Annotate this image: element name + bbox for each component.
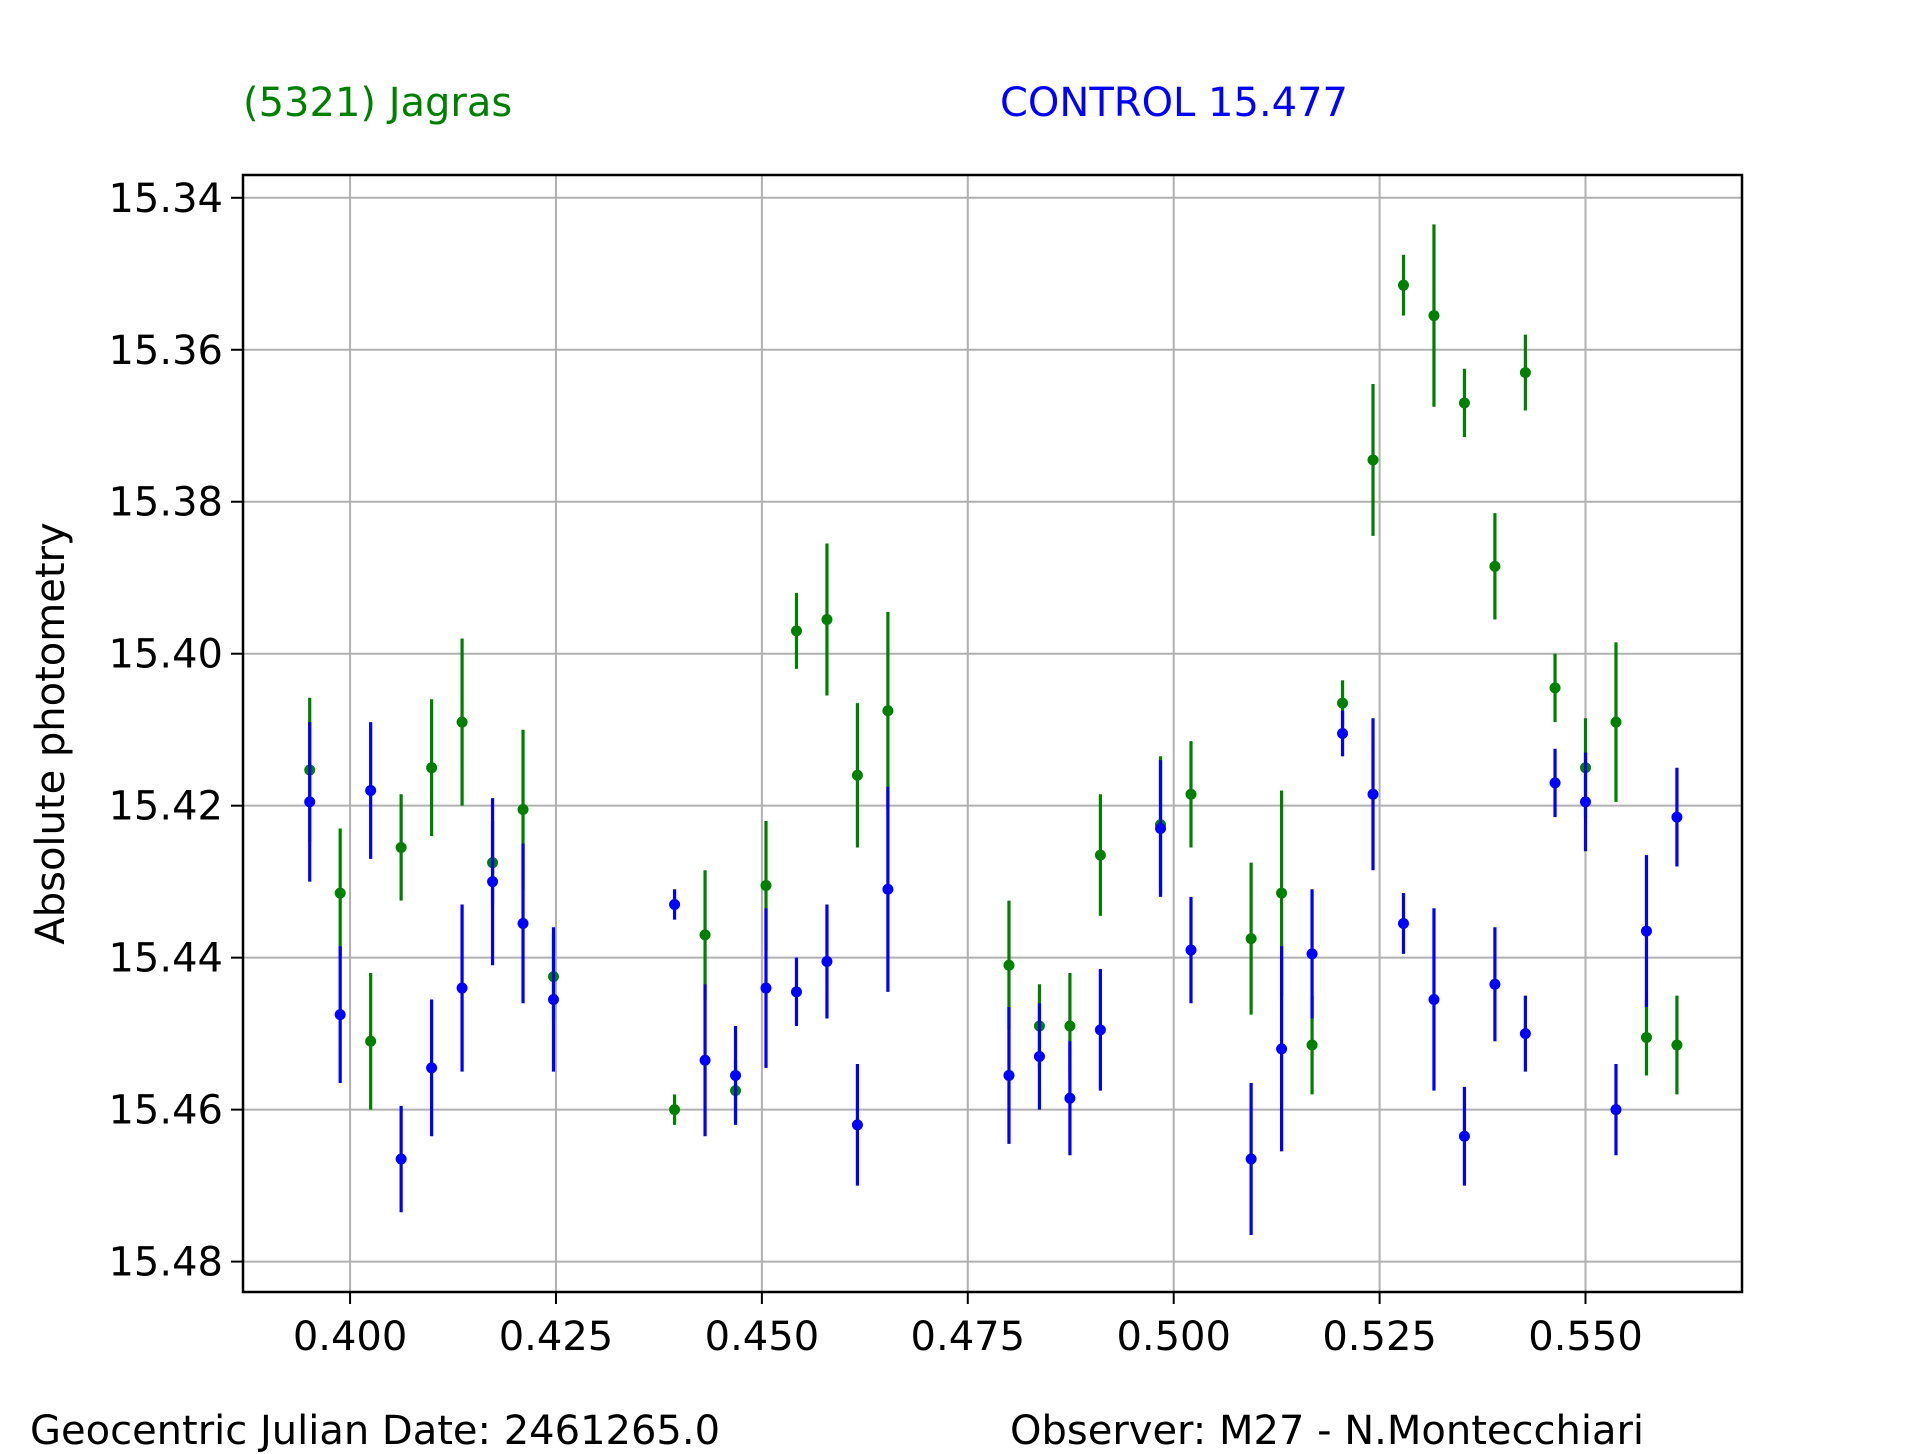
data-point: [1640, 925, 1652, 937]
legend-series-2: CONTROL 15.477: [1000, 80, 1349, 126]
data-point: [1580, 796, 1592, 808]
data-point: [790, 625, 802, 637]
data-point: [1003, 1069, 1015, 1081]
data-point: [851, 1119, 863, 1131]
y-tick-label: 15.46: [108, 1088, 223, 1134]
data-point: [1519, 1028, 1531, 1040]
data-point: [456, 716, 468, 728]
x-tick-label: 0.450: [705, 1314, 820, 1360]
y-tick-label: 15.40: [108, 632, 223, 678]
data-point: [1428, 310, 1440, 322]
data-point: [426, 762, 438, 774]
x-tick-label: 0.525: [1322, 1314, 1437, 1360]
data-point: [821, 955, 833, 967]
data-point: [365, 784, 377, 796]
grid-lines: [243, 175, 1742, 1292]
data-point: [1428, 993, 1440, 1005]
data-point: [1245, 933, 1257, 945]
data-point: [1185, 788, 1197, 800]
data-point: [1549, 682, 1561, 694]
data-point: [1519, 367, 1531, 379]
data-point: [395, 841, 407, 853]
legend-series-1: (5321) Jagras: [243, 80, 513, 126]
data-series: [304, 224, 1683, 1236]
data-point: [1610, 716, 1622, 728]
data-point: [456, 982, 468, 994]
data-point: [699, 1054, 711, 1066]
data-point: [1458, 1130, 1470, 1142]
data-point: [760, 982, 772, 994]
y-axis-label: Absolute photometry: [28, 522, 74, 944]
data-point: [1640, 1031, 1652, 1043]
data-point: [1306, 948, 1318, 960]
data-point: [851, 769, 863, 781]
data-point: [760, 879, 772, 891]
data-point: [517, 917, 529, 929]
julian-date-caption: Geocentric Julian Date: 2461265.0: [30, 1408, 721, 1454]
y-tick-label: 15.42: [108, 784, 223, 830]
data-point: [1003, 959, 1015, 971]
data-point: [1367, 454, 1379, 466]
data-point: [1094, 1024, 1106, 1036]
data-point: [517, 803, 529, 815]
data-point: [1306, 1039, 1318, 1051]
x-tick-label: 0.425: [499, 1314, 614, 1360]
data-point: [1397, 279, 1409, 291]
data-point: [882, 883, 894, 895]
plot-frame: [241, 173, 1744, 1294]
data-point: [1367, 788, 1379, 800]
data-point: [1276, 1043, 1288, 1055]
x-tick-label: 0.550: [1528, 1314, 1643, 1360]
data-point: [1064, 1092, 1076, 1104]
data-point: [487, 876, 499, 888]
data-point: [1276, 887, 1288, 899]
data-point: [790, 986, 802, 998]
data-point: [1155, 822, 1167, 834]
data-point: [882, 705, 894, 717]
y-tick-label: 15.36: [108, 328, 223, 374]
data-point: [1671, 1039, 1683, 1051]
data-point: [1489, 978, 1501, 990]
data-point: [1337, 728, 1349, 739]
data-point: [1610, 1104, 1622, 1116]
data-point: [426, 1062, 438, 1074]
observer-caption: Observer: M27 - N.Montecchiari: [1010, 1408, 1645, 1454]
data-point: [334, 887, 346, 899]
data-point: [395, 1153, 407, 1165]
x-tick-label: 0.475: [911, 1314, 1026, 1360]
data-point: [304, 796, 316, 808]
x-tick-label: 0.500: [1116, 1314, 1231, 1360]
data-point: [730, 1069, 742, 1081]
data-point: [821, 614, 833, 626]
series-1: [304, 224, 1683, 1125]
y-tick-label: 15.34: [108, 176, 223, 222]
data-point: [669, 898, 681, 910]
data-point: [1458, 397, 1470, 409]
data-point: [1033, 1050, 1045, 1062]
axis-ticks: 0.400 0.425 0.450 0.475 0.500 0.525 0.550 15.34…: [108, 176, 1642, 1360]
data-point: [548, 993, 560, 1005]
y-tick-label: 15.38: [108, 480, 223, 526]
x-tick-label: 0.400: [293, 1314, 408, 1360]
data-point: [1337, 697, 1349, 709]
data-point: [1064, 1020, 1076, 1032]
data-point: [1397, 917, 1409, 929]
data-point: [1671, 811, 1683, 823]
data-point: [1549, 777, 1561, 789]
data-point: [699, 929, 711, 941]
data-point: [1185, 944, 1197, 956]
data-point: [365, 1035, 377, 1047]
data-point: [1489, 560, 1501, 572]
y-tick-label: 15.44: [108, 936, 223, 982]
data-point: [1094, 849, 1106, 861]
data-point: [334, 1009, 346, 1021]
data-point: [669, 1104, 681, 1116]
series-2: [304, 710, 1683, 1236]
data-point: [1245, 1153, 1257, 1165]
y-tick-label: 15.48: [108, 1240, 223, 1286]
